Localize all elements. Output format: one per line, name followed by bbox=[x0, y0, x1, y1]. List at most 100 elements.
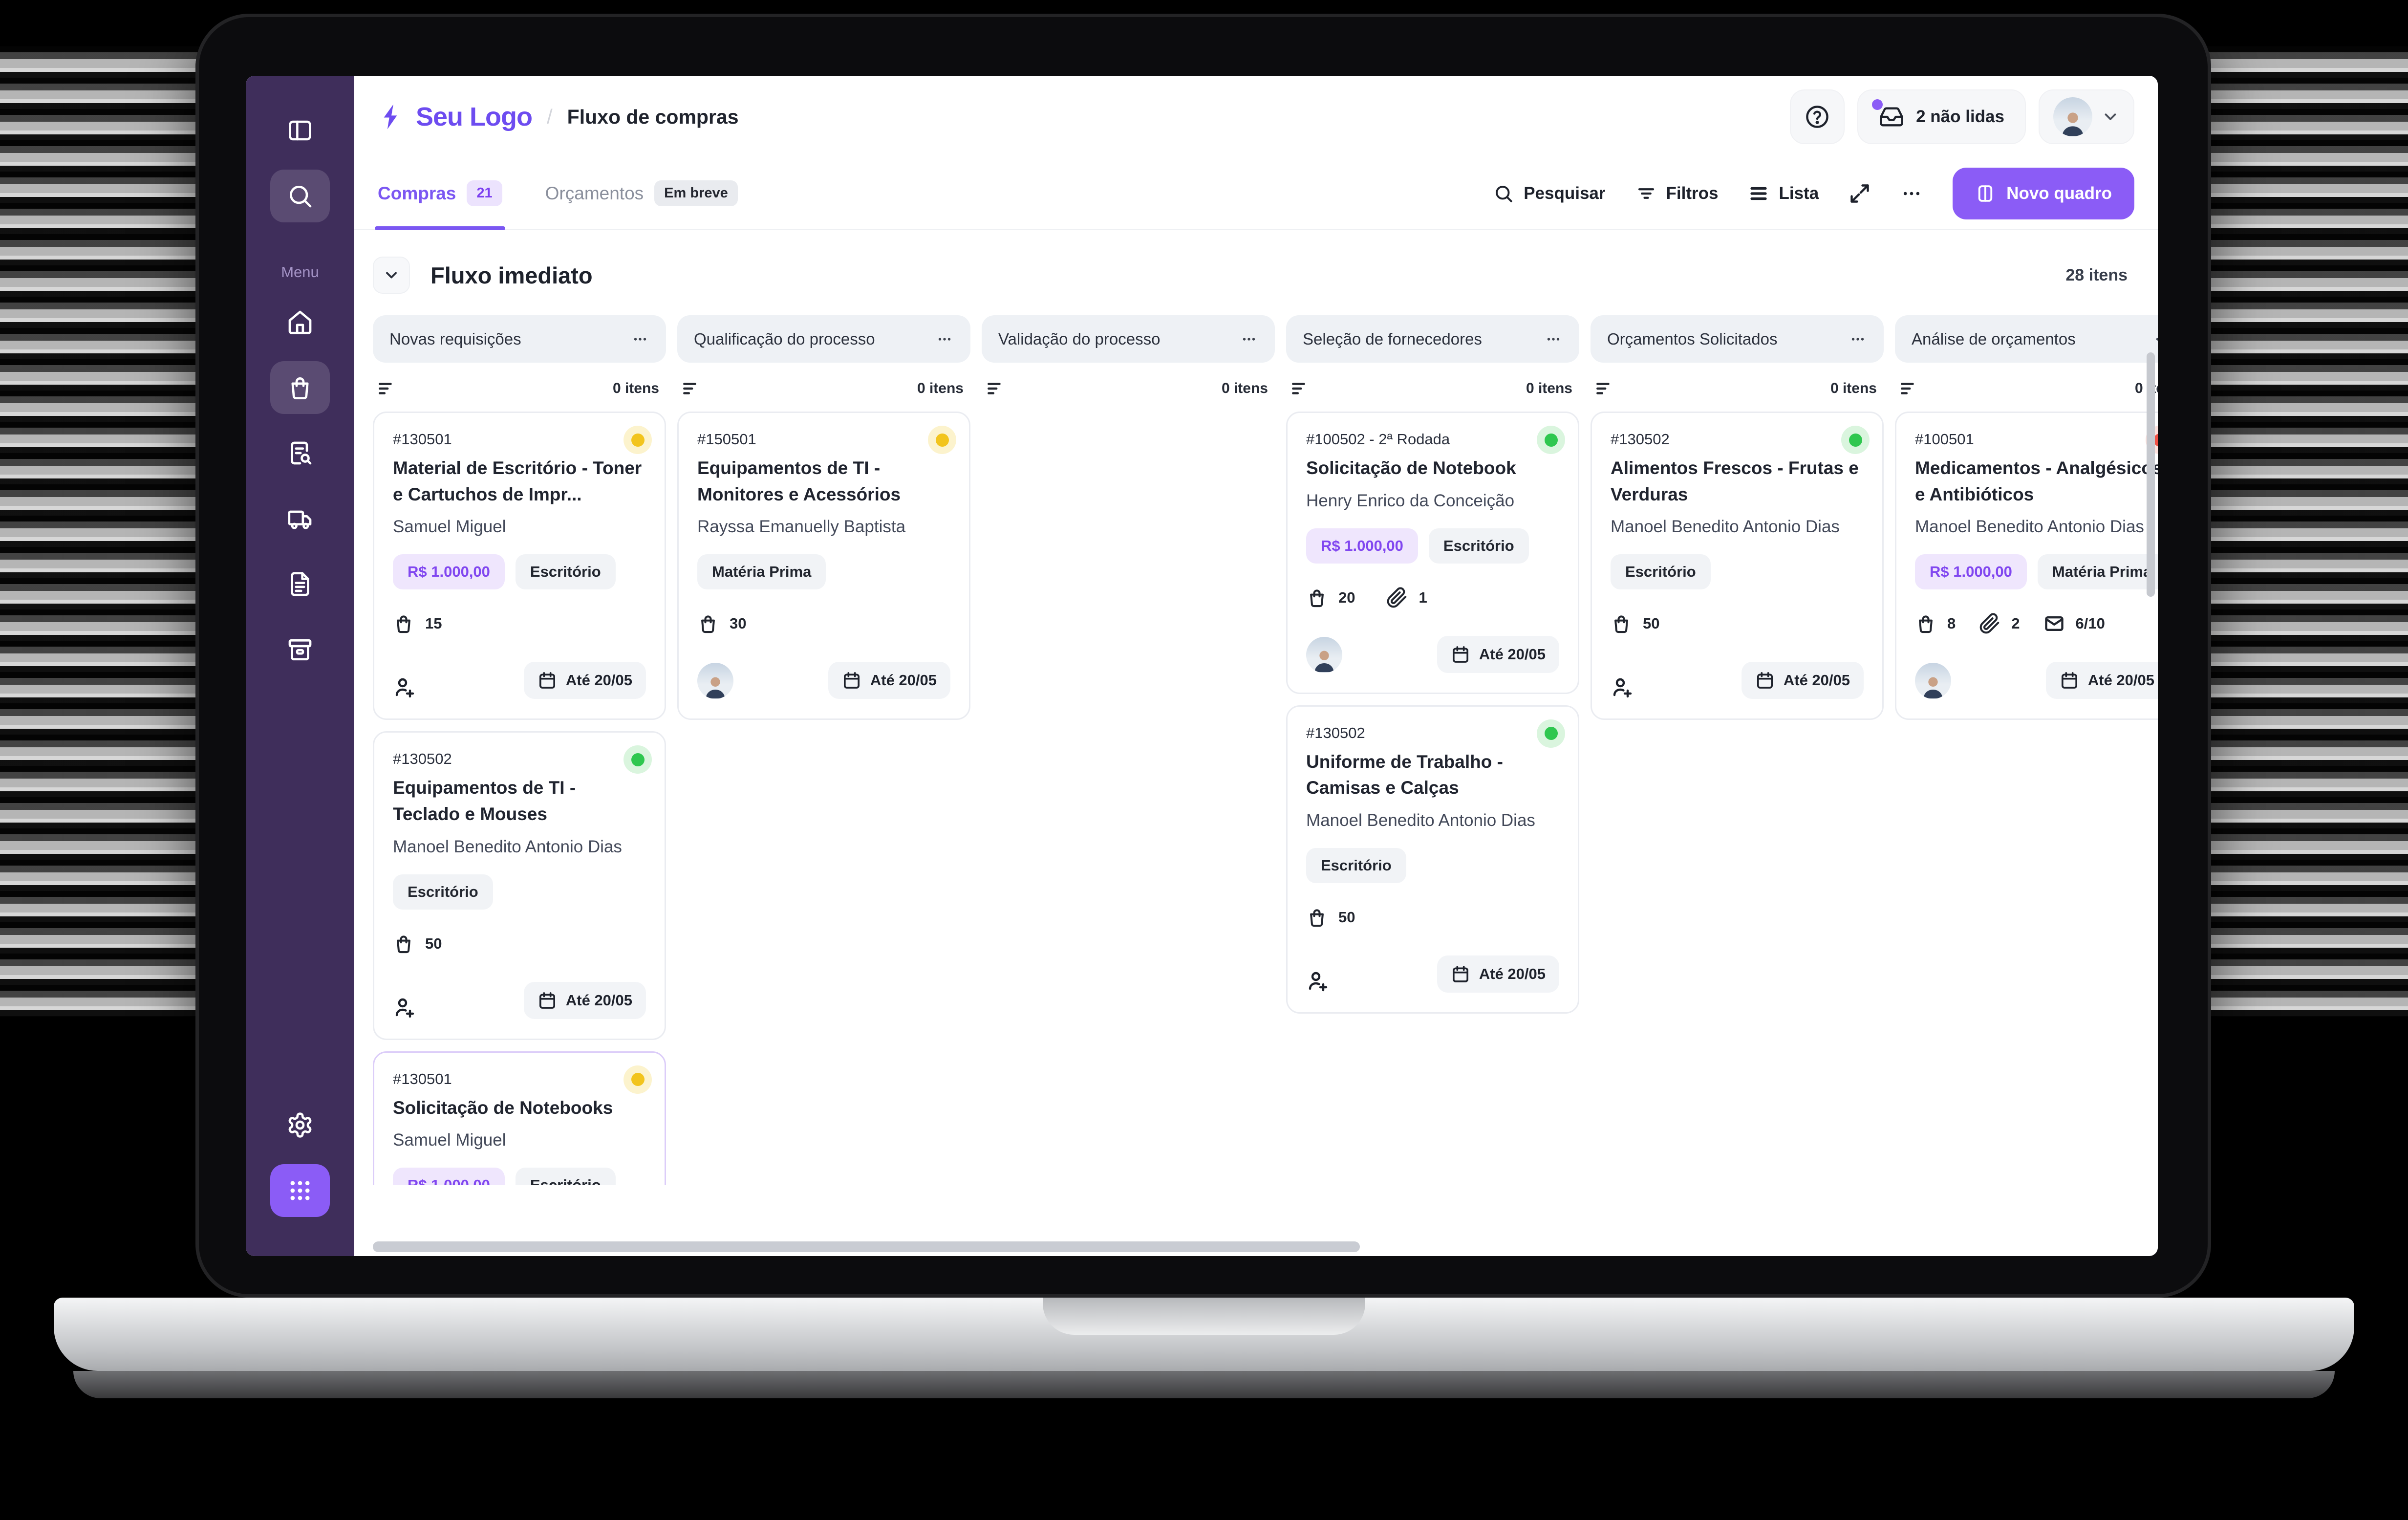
user-menu-button[interactable] bbox=[2039, 89, 2134, 144]
filters-button[interactable]: Filtros bbox=[1636, 183, 1718, 204]
assign-user-icon[interactable] bbox=[393, 996, 416, 1019]
assign-user-icon[interactable] bbox=[1611, 675, 1634, 699]
tab-compras-count-badge: 21 bbox=[467, 180, 502, 206]
column-menu-icon[interactable] bbox=[631, 330, 649, 348]
due-date-pill: Até 20/05 bbox=[1437, 955, 1559, 993]
category-tag: Matéria Prima bbox=[697, 554, 826, 590]
column-subheader: 0 itens bbox=[1594, 379, 1877, 398]
card-requester: Manoel Benedito Antonio Dias bbox=[393, 837, 622, 856]
attachments-metric: 1 bbox=[1386, 587, 1427, 608]
column-title: Seleção de fornecedores bbox=[1303, 329, 1482, 348]
column-header[interactable]: Qualificação do processo bbox=[677, 315, 970, 363]
due-date-pill: Até 20/05 bbox=[828, 662, 950, 699]
tab-compras[interactable]: Compras 21 bbox=[375, 158, 505, 230]
column-title: Novas requisições bbox=[389, 329, 521, 348]
column-header[interactable]: Seleção de fornecedores bbox=[1286, 315, 1579, 363]
sidebar-item-requisitions[interactable] bbox=[270, 427, 330, 479]
kanban-card[interactable]: #130502 Uniforme de Trabalho - Camisas e… bbox=[1286, 705, 1579, 1014]
sidebar-search-button[interactable] bbox=[270, 170, 330, 222]
horizontal-scrollbar[interactable] bbox=[373, 1241, 1360, 1252]
notifications-button[interactable]: 2 não lidas bbox=[1857, 89, 2026, 144]
status-dot-green bbox=[624, 745, 652, 774]
column-header[interactable]: Análise de orçamentos bbox=[1895, 315, 2158, 363]
help-button[interactable] bbox=[1790, 89, 1845, 144]
due-date-pill: Até 20/05 bbox=[2045, 662, 2158, 699]
column-menu-icon[interactable] bbox=[1544, 330, 1563, 348]
breadcrumb-separator: / bbox=[546, 105, 553, 128]
assign-user-icon[interactable] bbox=[1306, 969, 1330, 993]
value-tag: R$ 1.000,00 bbox=[1915, 554, 2027, 590]
quantity-metric: 50 bbox=[1611, 613, 1659, 634]
unread-label: 2 não lidas bbox=[1916, 107, 2004, 126]
more-options-button[interactable] bbox=[1901, 183, 1922, 204]
column-selecao-fornecedores: Seleção de fornecedores 0 itens #10 bbox=[1286, 315, 1579, 1185]
card-title: Solicitação de Notebooks bbox=[393, 1097, 613, 1118]
vertical-scrollbar[interactable] bbox=[2147, 352, 2155, 597]
column-menu-icon[interactable] bbox=[935, 330, 954, 348]
column-menu-icon[interactable] bbox=[1849, 330, 1867, 348]
card-title: Uniforme de Trabalho - Camisas e Calças bbox=[1306, 751, 1503, 798]
shopping-bag-icon bbox=[397, 935, 410, 953]
sidebar-item-home[interactable] bbox=[270, 296, 330, 348]
assignee-avatar[interactable] bbox=[697, 663, 733, 699]
list-icon bbox=[1750, 187, 1767, 200]
shopping-bag-icon bbox=[397, 615, 410, 633]
board-title: Fluxo imediato bbox=[430, 262, 593, 288]
status-dot-yellow bbox=[928, 426, 956, 454]
sidebar-item-logistics[interactable] bbox=[270, 492, 330, 545]
brand[interactable]: Seu Logo bbox=[378, 102, 533, 132]
assign-user-icon[interactable] bbox=[393, 675, 416, 699]
kanban-card[interactable]: #150501 Equipamentos de TI - Monitores e… bbox=[677, 412, 970, 720]
sidebar-apps-button[interactable] bbox=[270, 1164, 330, 1217]
kanban-card[interactable]: #100502 - 2ª Rodada Solicitação de Noteb… bbox=[1286, 412, 1579, 694]
column-menu-icon[interactable] bbox=[2153, 330, 2158, 348]
card-list: #130501 Material de Escritório - Toner e… bbox=[373, 412, 666, 1185]
search-icon bbox=[1496, 185, 1512, 202]
expand-button[interactable] bbox=[1849, 183, 1870, 204]
kanban-card[interactable]: #130502 Equipamentos de TI - Teclado e M… bbox=[373, 731, 666, 1040]
new-board-button[interactable]: Novo quadro bbox=[1953, 167, 2134, 219]
align-left-icon[interactable] bbox=[377, 379, 395, 398]
kanban-board: Fluxo imediato 28 itens Novas requisiçõe… bbox=[354, 230, 2158, 1256]
category-tag: Matéria Prima bbox=[2037, 554, 2158, 590]
sidebar-settings-button[interactable] bbox=[270, 1099, 330, 1151]
value-tag: R$ 1.000,00 bbox=[1306, 528, 1418, 564]
column-count: 0 itens bbox=[917, 380, 964, 396]
assignee-avatar[interactable] bbox=[1915, 663, 1951, 699]
align-left-icon[interactable] bbox=[986, 379, 1004, 398]
column-header[interactable]: Novas requisições bbox=[373, 315, 666, 363]
align-left-icon[interactable] bbox=[1290, 379, 1309, 398]
archive-box-icon bbox=[288, 639, 312, 661]
paperclip-icon bbox=[1387, 587, 1407, 608]
card-list: #150501 Equipamentos de TI - Monitores e… bbox=[677, 412, 970, 720]
truck-icon bbox=[288, 510, 312, 529]
column-title: Análise de orçamentos bbox=[1912, 329, 2076, 348]
tab-orcamentos[interactable]: Orçamentos Em breve bbox=[545, 158, 738, 229]
align-left-icon[interactable] bbox=[1899, 379, 1917, 398]
collapse-board-button[interactable] bbox=[373, 257, 410, 294]
sidebar-item-documents[interactable] bbox=[270, 558, 330, 610]
assignee-avatar[interactable] bbox=[1306, 636, 1342, 673]
card-title: Material de Escritório - Toner e Cartuch… bbox=[393, 458, 642, 504]
card-id: #130502 bbox=[1611, 431, 1670, 448]
sidebar-toggle-button[interactable] bbox=[270, 104, 330, 157]
column-header[interactable]: Orçamentos Solicitados bbox=[1591, 315, 1884, 363]
kanban-card[interactable]: #130501 Solicitação de Notebooks Samuel … bbox=[373, 1051, 666, 1185]
align-left-icon[interactable] bbox=[1594, 379, 1613, 398]
kanban-card[interactable]: #130501 Material de Escritório - Toner e… bbox=[373, 412, 666, 720]
column-count: 0 itens bbox=[1830, 380, 1877, 396]
kanban-card[interactable]: #100501 Medicamentos - Analgésicos e Ant… bbox=[1895, 412, 2158, 720]
align-left-icon[interactable] bbox=[681, 379, 700, 398]
column-count: 0 itens bbox=[612, 380, 659, 396]
kanban-card[interactable]: #130502 Alimentos Frescos - Frutas e Ver… bbox=[1591, 412, 1884, 720]
search-button[interactable]: Pesquisar bbox=[1493, 183, 1606, 204]
tab-compras-label: Compras bbox=[378, 183, 456, 203]
due-date-pill: Até 20/05 bbox=[523, 981, 646, 1019]
sidebar-item-purchases[interactable] bbox=[270, 361, 330, 414]
list-view-button[interactable]: Lista bbox=[1748, 183, 1819, 204]
sidebar-item-archive[interactable] bbox=[270, 623, 330, 676]
column-menu-icon[interactable] bbox=[1240, 330, 1258, 348]
column-header[interactable]: Validação do processo bbox=[982, 315, 1275, 363]
column-subheader: 0 itens bbox=[986, 379, 1268, 398]
new-board-label: Novo quadro bbox=[2006, 183, 2112, 203]
